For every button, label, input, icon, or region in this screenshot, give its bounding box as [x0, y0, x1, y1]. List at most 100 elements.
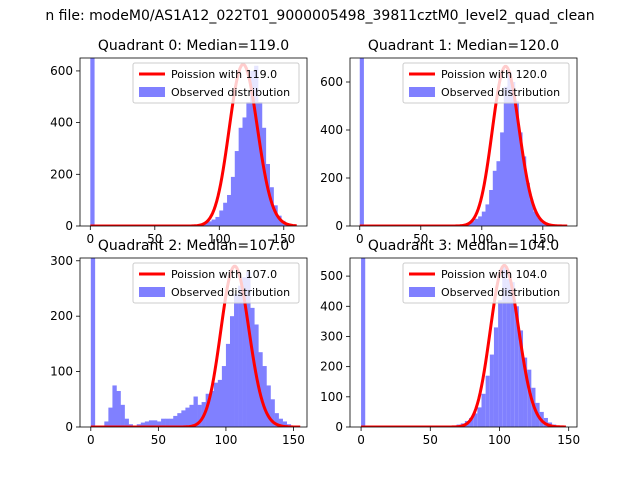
y-tick-label: 300	[320, 329, 343, 343]
subplot-3: 0 50 100 150 0 100 200 300 400 500 Poission with 1…	[320, 238, 580, 447]
legend-box	[402, 62, 570, 104]
y-tick-label: 0	[335, 219, 343, 233]
legend-box	[132, 62, 300, 104]
x-tick-label: 100	[208, 232, 231, 246]
y-tick-label: 600	[320, 75, 343, 89]
histogram-bar	[518, 132, 523, 226]
histogram-bar	[511, 82, 516, 226]
histogram-bar	[242, 277, 247, 427]
x-tick-label: 0	[357, 433, 365, 447]
legend-label: Observed distribution	[171, 286, 290, 299]
legend-histogram-swatch	[139, 87, 165, 97]
histogram-bar	[523, 357, 528, 427]
subplot-2: 0 50 100 150 0 100 200 300 Poission with 107.0 Ob…	[50, 238, 308, 447]
histogram-bar	[144, 421, 150, 427]
legend-histogram-swatch	[409, 87, 435, 97]
x-tick-label: 100	[214, 433, 237, 447]
histogram-bar	[510, 282, 515, 427]
histogram-bar	[257, 101, 263, 226]
histogram-bar	[274, 413, 279, 427]
axes-frame	[79, 257, 308, 428]
x-tick-label: 0	[86, 232, 94, 246]
y-tick-label: 0	[335, 420, 343, 434]
histogram-bar	[477, 407, 482, 427]
poisson-line	[359, 64, 568, 226]
poisson-line	[90, 264, 301, 427]
y-tick-label: 400	[320, 123, 343, 137]
axes-frame	[79, 57, 308, 227]
histogram-bar	[140, 422, 146, 427]
poisson-line	[360, 264, 567, 427]
histogram-bar	[270, 399, 275, 427]
legend: Poission with 104.0 Observed distribution	[402, 262, 570, 304]
histogram-bar	[527, 369, 532, 427]
x-tick-label: 50	[147, 232, 162, 246]
histogram-bar	[266, 385, 271, 427]
histogram-bar	[112, 385, 117, 427]
x-tick-label: 150	[282, 433, 305, 447]
histogram-bar	[229, 316, 235, 427]
histogram-bar	[157, 421, 162, 427]
histogram-bar	[193, 396, 198, 427]
histogram-bar	[203, 222, 209, 226]
figure-title: n file: modeM0/AS1A12_022T01_9000005498_…	[45, 8, 594, 24]
x-tick-label: 150	[557, 433, 580, 447]
histogram-bar	[282, 421, 288, 427]
histogram-bar	[213, 382, 219, 427]
histogram-bar	[514, 101, 519, 226]
histogram-bar	[197, 404, 202, 427]
histogram-bar	[250, 307, 255, 427]
x-tick-label: 0	[87, 433, 95, 447]
histogram-bar	[219, 210, 224, 226]
histogram-bar	[152, 420, 158, 427]
y-tick-label: 400	[50, 116, 73, 130]
y-tick-label: 200	[50, 309, 73, 323]
histogram-bar	[215, 216, 220, 226]
histogram-bar	[185, 407, 190, 427]
histogram-bar	[489, 190, 494, 226]
histogram-bar	[481, 393, 486, 427]
histogram-bar	[234, 151, 240, 226]
histogram-bar	[148, 420, 154, 427]
subplot-title: Quadrant 1: Median=120.0	[368, 38, 559, 54]
histogram-bar	[205, 393, 210, 427]
histogram-bar	[90, 258, 96, 427]
histogram-bar	[265, 163, 270, 226]
histogram-bar	[246, 101, 251, 226]
x-tick-label: 50	[423, 433, 438, 447]
x-tick-label: 100	[470, 232, 493, 246]
legend-box	[402, 262, 570, 304]
histogram-bar	[502, 267, 507, 427]
y-tick-label: 100	[320, 390, 343, 404]
x-tick-label: 0	[356, 232, 364, 246]
y-tick-label: 200	[50, 167, 73, 181]
legend: Poission with 120.0 Observed distribution	[402, 62, 570, 104]
histogram-bar	[242, 117, 247, 226]
y-tick-label: 200	[320, 360, 343, 374]
histogram-bar	[181, 410, 186, 427]
x-tick-label: 150	[272, 232, 295, 246]
histogram-bar	[90, 58, 95, 226]
histogram-bar	[223, 202, 228, 226]
y-tick-label: 200	[320, 171, 343, 185]
histogram-bar	[485, 375, 490, 427]
x-tick-label: 50	[151, 433, 166, 447]
histogram-bar	[177, 413, 182, 427]
legend-histogram-swatch	[409, 287, 435, 297]
histogram-bar	[359, 58, 364, 226]
histogram-bar	[522, 156, 527, 226]
histogram-bar	[525, 182, 530, 226]
subplot-1: 0 50 100 150 0 200 400 600 Poission with 120.0 Ob…	[320, 38, 578, 246]
y-tick-label: 0	[65, 219, 73, 233]
legend-box	[132, 262, 300, 304]
subplot-title: Quadrant 0: Median=119.0	[98, 38, 289, 54]
histogram-bar	[227, 194, 232, 226]
histogram-bar	[250, 70, 255, 226]
histogram-bar	[478, 216, 483, 226]
histogram-bar	[225, 343, 231, 427]
histogram-bar	[278, 418, 283, 427]
histogram-bar	[238, 127, 243, 226]
legend: Poission with 107.0 Observed distribution	[132, 262, 300, 304]
legend-label: Poission with 107.0	[171, 268, 277, 281]
plot-area	[359, 58, 568, 226]
